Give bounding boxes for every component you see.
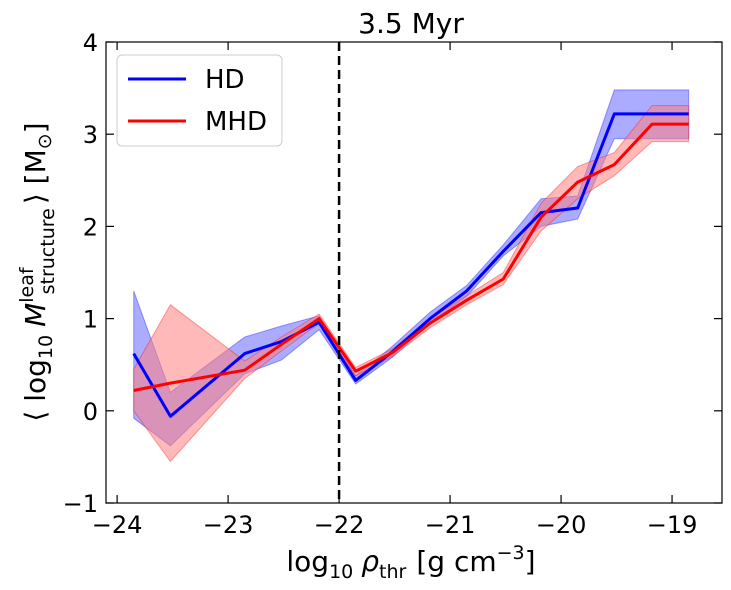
- x-tick-label: −19: [647, 511, 698, 539]
- x-tick-label: −24: [92, 511, 143, 539]
- x-axis-title: log10 ρthr [g cm−3]: [286, 542, 535, 583]
- x-tick-label: −23: [203, 511, 254, 539]
- y-tick-label: 0: [83, 398, 98, 426]
- y-axis-title: ⟨ log10Mleafstructure⟩ [M⊙]: [16, 122, 59, 421]
- legend-label-hd: HD: [205, 65, 245, 95]
- y-tick-label: 1: [83, 306, 98, 334]
- series-line-hd: [132, 112, 689, 418]
- legend-label-mhd: MHD: [205, 107, 267, 137]
- band-mhd: [133, 105, 690, 463]
- y-tick-label: 2: [83, 213, 98, 241]
- plot-frame: [105, 41, 723, 504]
- series-line-mhd: [133, 122, 689, 392]
- x-tick-label: −21: [425, 511, 476, 539]
- x-tick-label: −22: [314, 511, 365, 539]
- y-tick-label: 4: [83, 29, 98, 57]
- series-lines: [132, 112, 689, 418]
- y-tick-label: 3: [83, 121, 98, 149]
- axis-ticks: −24 −23 −22 −21 −20 −19 −1 0 1 2 3 4: [63, 29, 722, 539]
- chart-title: 3.5 Myr: [358, 7, 464, 40]
- x-tick-label: −20: [536, 511, 587, 539]
- legend: HD MHD: [116, 54, 283, 147]
- y-tick-label: −1: [63, 490, 98, 518]
